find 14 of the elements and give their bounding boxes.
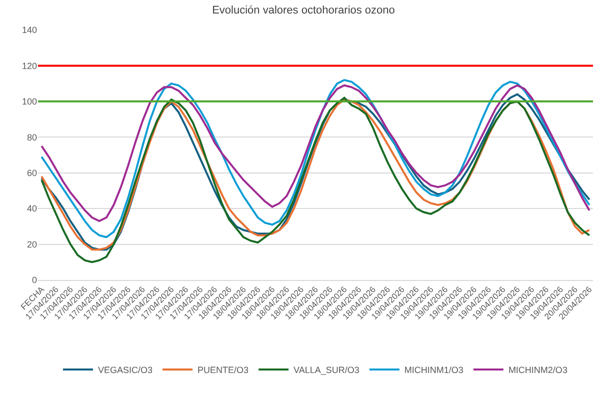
y-tick-label: 120 [22,60,37,71]
legend-label: VALLA_SUR/O3 [294,365,360,376]
y-tick-label: 140 [22,25,37,36]
y-tick-label: 0 [32,275,37,286]
y-tick-label: 40 [26,204,37,214]
legend-label: MICHINM2/O3 [508,365,568,376]
y-tick-label: 20 [26,239,37,250]
y-tick-label: 60 [26,168,37,178]
legend-label: VEGASIC/O3 [98,365,153,376]
chart-title: Evolución valores octohorarios ozono [212,4,395,17]
y-tick-label: 100 [22,96,37,107]
legend-label: PUENTE/O3 [198,365,249,376]
legend-label: MICHINM1/O3 [404,365,464,376]
y-tick-label: 80 [26,132,37,142]
